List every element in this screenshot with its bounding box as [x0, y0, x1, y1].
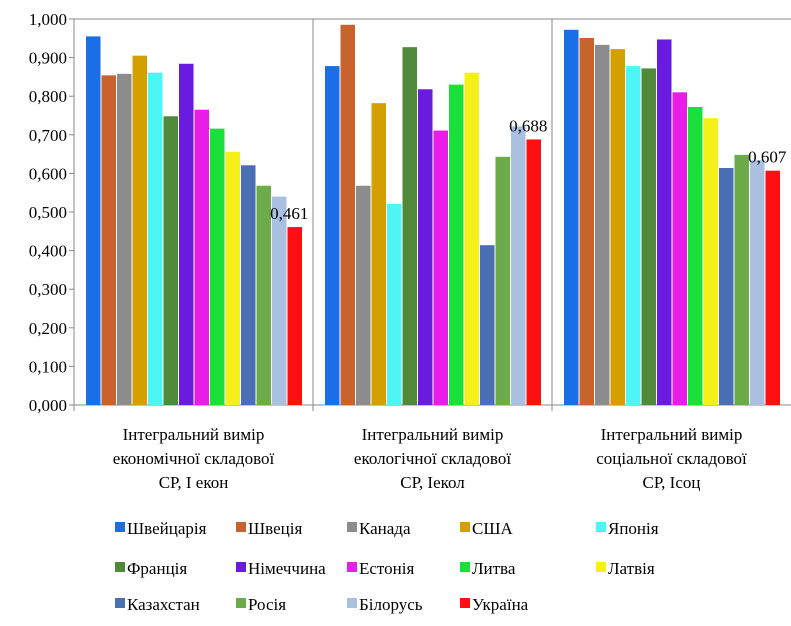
bar-Швеція	[579, 37, 594, 405]
bar-Швеція	[340, 24, 355, 405]
legend-swatch	[115, 562, 125, 572]
y-tick-label: 0,900	[29, 49, 67, 68]
legend-label: Україна	[472, 595, 529, 614]
y-tick-label: 0,800	[29, 87, 67, 106]
y-tick-label: 0,700	[29, 126, 67, 145]
legend-label: Швеція	[248, 519, 302, 538]
bar-Білорусь	[750, 160, 765, 405]
data-labels: 0,461 0,688 0,607	[270, 116, 787, 223]
bar-Канада	[117, 73, 132, 405]
bar-Німеччина	[179, 63, 194, 405]
axes: 0,000 0,100 0,200 0,300 0,400 0,500 0,600 0,700…	[29, 10, 791, 492]
legend-label: Канада	[359, 519, 411, 538]
legend-swatch	[347, 522, 357, 532]
bar-Німеччина	[418, 89, 433, 405]
x-category-label: економічної складової	[113, 449, 275, 468]
bar-Білорусь	[511, 126, 526, 406]
bar-Швейцарія	[86, 36, 101, 406]
bar-Україна	[765, 170, 780, 405]
legend-label: Німеччина	[248, 559, 326, 578]
bar-Естонія	[433, 130, 448, 405]
y-tick-label: 0,100	[29, 357, 67, 376]
y-tick-label: 1,000	[29, 10, 67, 29]
legend-swatch	[236, 522, 246, 532]
legend-label: Франція	[127, 559, 187, 578]
bar-Україна	[287, 227, 302, 405]
bar-Франція	[402, 47, 417, 405]
y-tick-label: 0,300	[29, 280, 67, 299]
legend-label: Швейцарія	[127, 519, 207, 538]
legend-swatch	[596, 562, 606, 572]
bars	[86, 24, 780, 406]
bar-Латвія	[225, 151, 240, 405]
bar-Швейцарія	[325, 66, 340, 405]
bar-Японія	[387, 203, 402, 405]
bar-Литва	[210, 128, 225, 405]
bar-Литва	[688, 107, 703, 406]
bar-Канада	[356, 185, 371, 405]
y-tick-label: 0,600	[29, 164, 67, 183]
bar-Казахстан	[480, 245, 495, 405]
legend: Швейцарія Швеція Канада США Японія Франція Нім…	[115, 519, 659, 614]
bar-Швейцарія	[564, 29, 579, 405]
legend-label: Росія	[248, 595, 286, 614]
data-label: 0,461	[270, 204, 308, 223]
y-tick-label: 0,400	[29, 242, 67, 261]
legend-swatch	[347, 562, 357, 572]
x-category-label: Інтегральний вимір	[601, 425, 743, 444]
legend-swatch	[460, 562, 470, 572]
legend-label: Японія	[608, 519, 659, 538]
data-label: 0,607	[748, 148, 787, 167]
y-tick-label: 0,500	[29, 203, 67, 222]
bar-Білорусь	[272, 196, 287, 405]
legend-swatch	[460, 598, 470, 608]
bar-Японія	[148, 72, 163, 406]
legend-label: Білорусь	[359, 595, 423, 614]
bar-Японія	[626, 66, 641, 405]
legend-label: Латвія	[608, 559, 655, 578]
legend-swatch	[115, 598, 125, 608]
legend-label: Естонія	[359, 559, 414, 578]
legend-swatch	[236, 598, 246, 608]
bar-Росія	[495, 156, 510, 405]
bar-Естонія	[194, 109, 209, 406]
x-category-label: СР, Ісоц	[643, 473, 701, 492]
bar-Німеччина	[657, 39, 672, 405]
bar-Росія	[256, 185, 271, 405]
bar-Латвія	[703, 118, 718, 406]
bar-Литва	[449, 84, 464, 406]
legend-swatch	[236, 562, 246, 572]
legend-swatch	[460, 522, 470, 532]
y-tick-label: 0,200	[29, 319, 67, 338]
legend-swatch	[347, 598, 357, 608]
bar-Швеція	[101, 75, 116, 405]
legend-swatch	[596, 522, 606, 532]
bar-США	[610, 49, 625, 405]
legend-label: США	[472, 519, 513, 538]
bar-Україна	[526, 139, 541, 405]
legend-label: Казахстан	[127, 595, 200, 614]
bar-США	[132, 55, 147, 406]
bar-Франція	[641, 68, 656, 406]
x-category-label: СР, І екон	[159, 473, 229, 492]
bar-Казахстан	[719, 167, 734, 405]
data-label: 0,688	[509, 116, 547, 135]
bar-Франція	[163, 116, 178, 405]
x-category-label: Інтегральний вимір	[123, 425, 265, 444]
bar-Канада	[595, 44, 610, 405]
bar-Латвія	[464, 72, 479, 406]
bar-Росія	[734, 154, 749, 405]
legend-label: Литва	[472, 559, 516, 578]
bar-Естонія	[672, 92, 687, 405]
legend-swatch	[115, 522, 125, 532]
x-category-label: СР, Іекол	[400, 473, 465, 492]
x-category-label: соціальної складової	[596, 449, 747, 468]
bar-Казахстан	[241, 165, 256, 405]
x-category-label: Інтегральний вимір	[362, 425, 504, 444]
y-tick-label: 0,000	[29, 396, 67, 415]
bar-США	[371, 103, 386, 405]
x-category-label: екологічної складової	[354, 449, 511, 468]
